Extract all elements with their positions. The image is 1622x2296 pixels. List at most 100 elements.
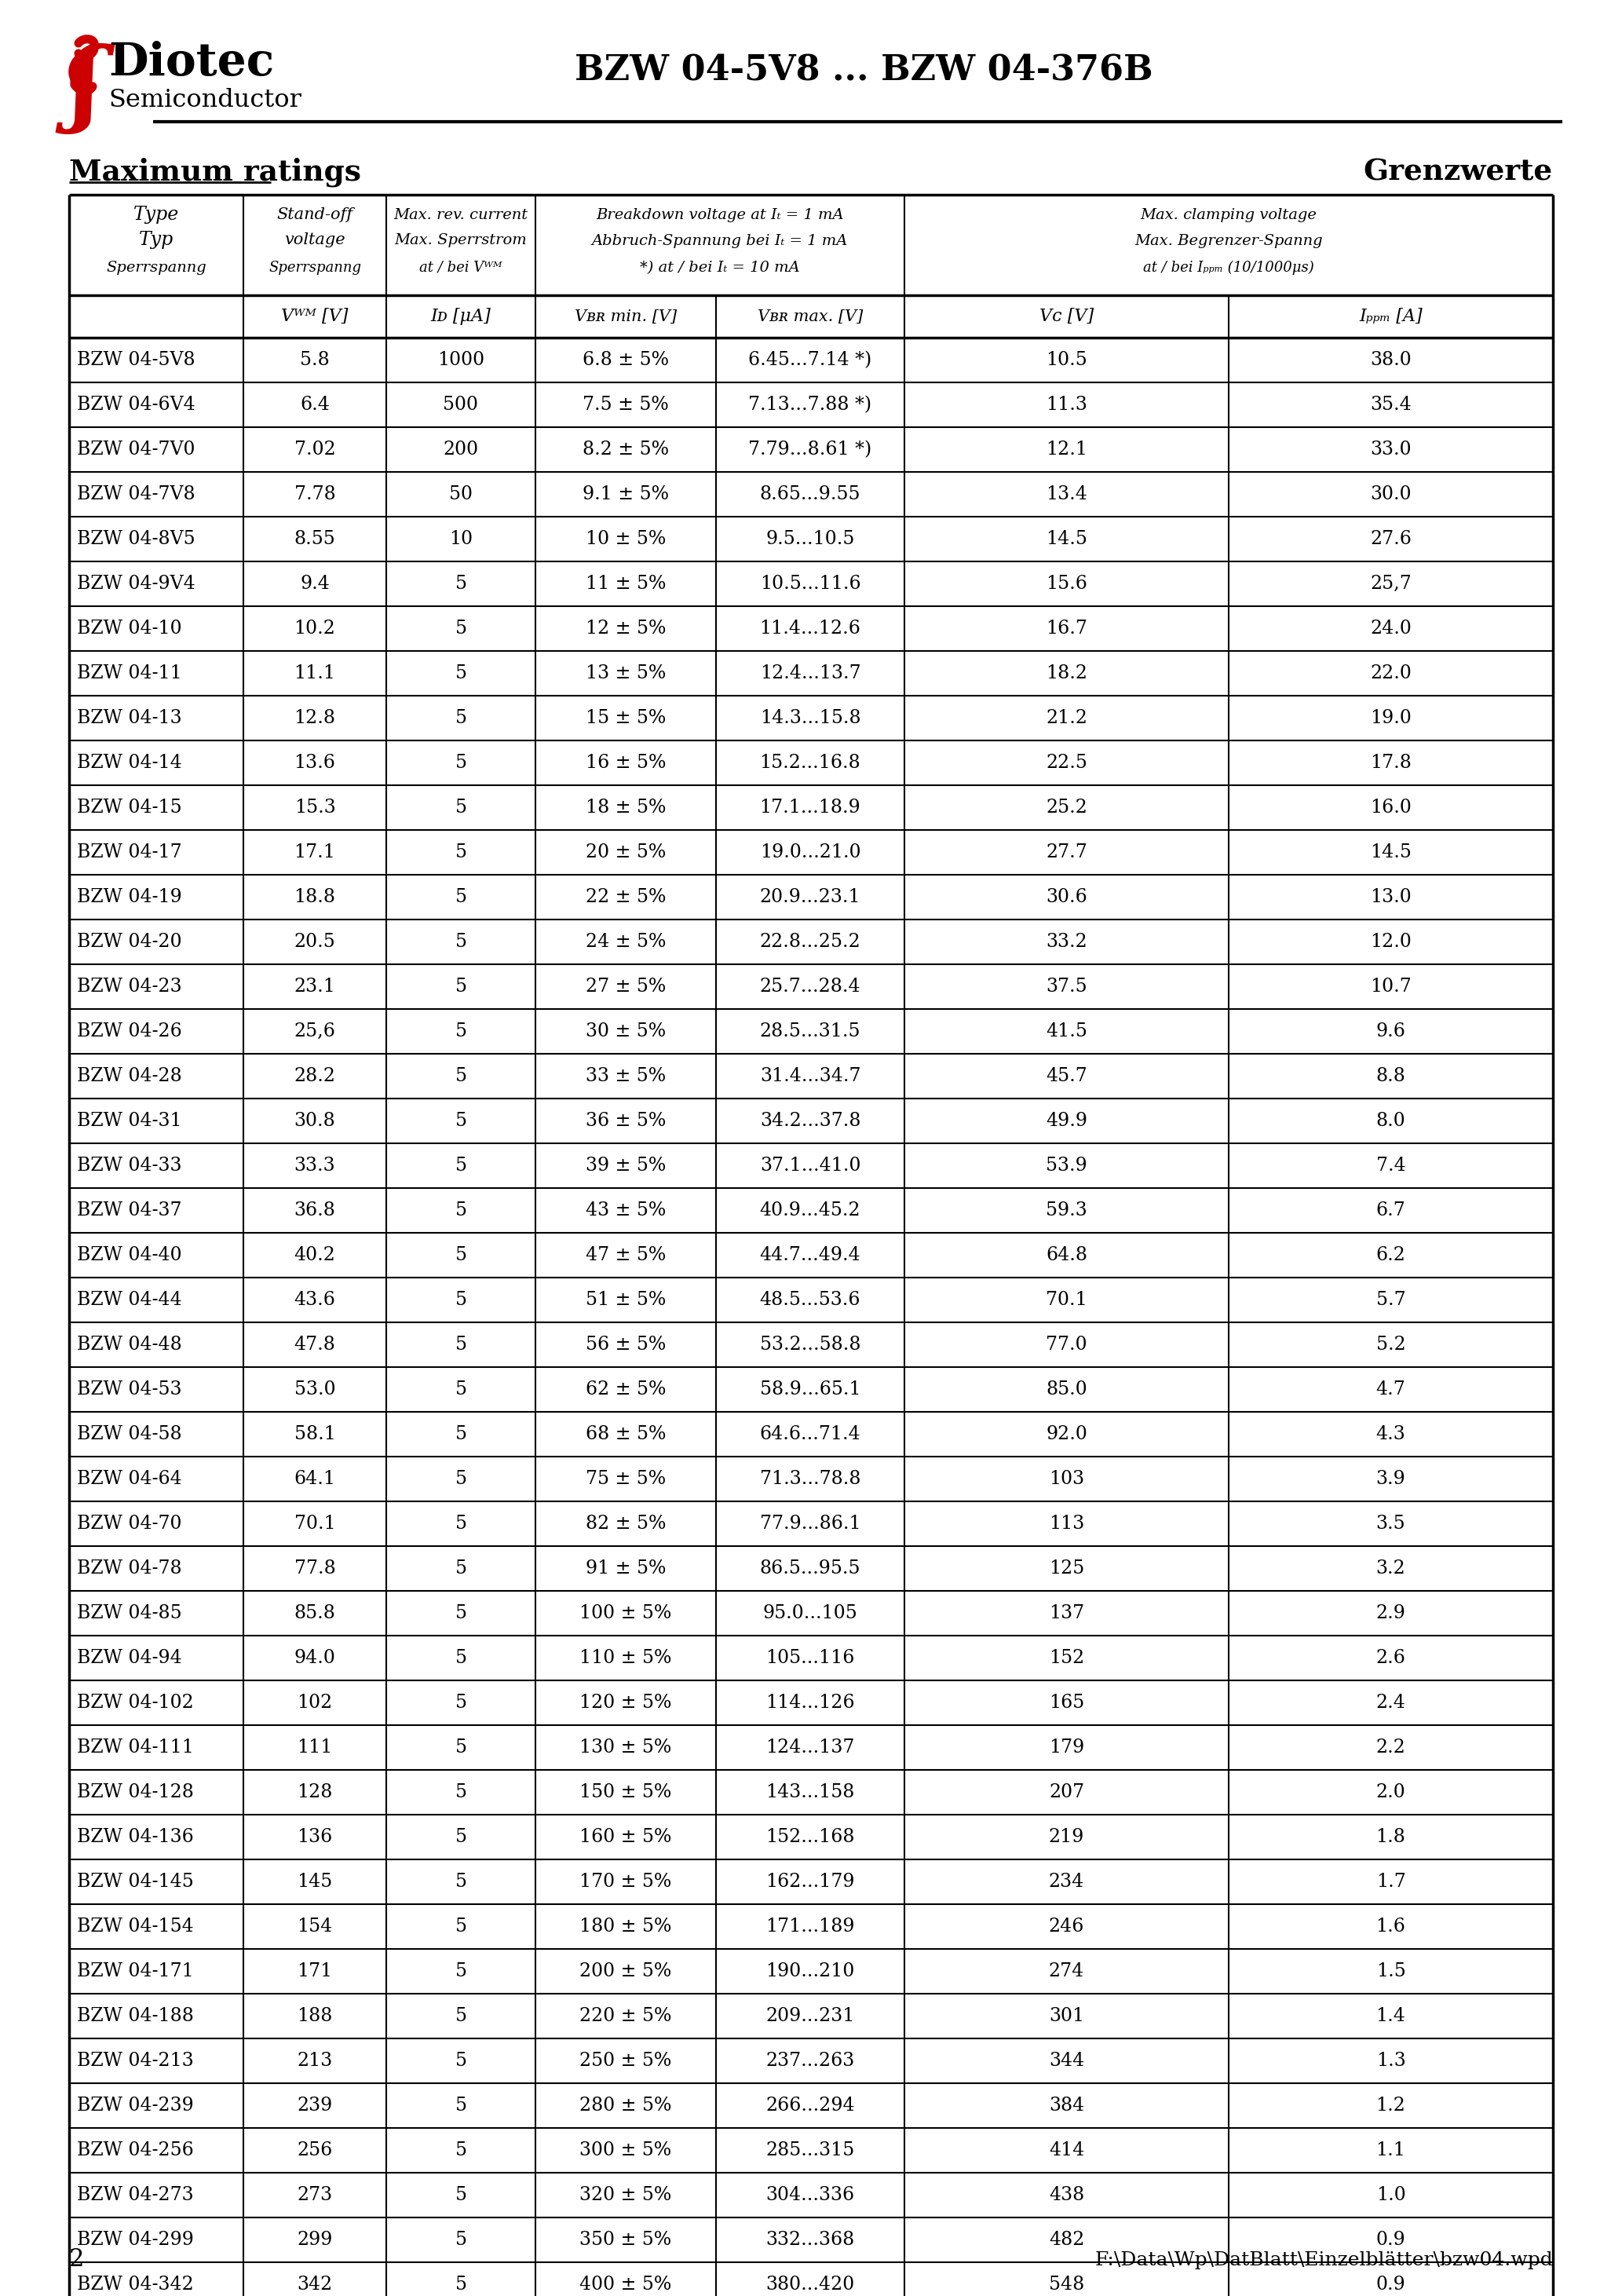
Text: 299: 299 xyxy=(297,2232,333,2248)
Text: F:\Data\Wp\DatBlatt\Einzelblätter\bzw04.wpd: F:\Data\Wp\DatBlatt\Einzelblätter\bzw04.… xyxy=(1095,2250,1552,2268)
Text: 58.1: 58.1 xyxy=(294,1426,336,1444)
Text: 5: 5 xyxy=(454,709,467,728)
Text: 207: 207 xyxy=(1049,1784,1083,1802)
Text: 12.4...13.7: 12.4...13.7 xyxy=(759,664,861,682)
Text: 380...420: 380...420 xyxy=(766,2275,855,2294)
Text: 8.55: 8.55 xyxy=(294,530,336,549)
Text: BZW 04-19: BZW 04-19 xyxy=(76,889,182,907)
Text: BZW 04-48: BZW 04-48 xyxy=(76,1336,182,1355)
Text: 17.1...18.9: 17.1...18.9 xyxy=(759,799,861,817)
Text: 64.6...71.4: 64.6...71.4 xyxy=(759,1426,861,1444)
Text: 5: 5 xyxy=(454,1290,467,1309)
Text: 350 ± 5%: 350 ± 5% xyxy=(579,2232,672,2248)
Text: 145: 145 xyxy=(297,1874,333,1892)
Text: 35.4: 35.4 xyxy=(1371,395,1411,413)
Text: 103: 103 xyxy=(1049,1469,1083,1488)
Text: BZW 04-10: BZW 04-10 xyxy=(76,620,182,638)
Text: 36.8: 36.8 xyxy=(294,1201,336,1219)
Text: 11.3: 11.3 xyxy=(1046,395,1087,413)
Text: 438: 438 xyxy=(1049,2186,1085,2204)
Text: 1000: 1000 xyxy=(438,351,485,370)
Text: 200: 200 xyxy=(443,441,478,459)
Text: BZW 04-70: BZW 04-70 xyxy=(76,1515,182,1534)
Text: 5: 5 xyxy=(454,1649,467,1667)
Text: 5: 5 xyxy=(454,1828,467,1846)
Text: 27 ± 5%: 27 ± 5% xyxy=(586,978,667,996)
Text: 273: 273 xyxy=(297,2186,333,2204)
Text: Maximum ratings: Maximum ratings xyxy=(70,156,362,186)
Text: 111: 111 xyxy=(297,1738,333,1756)
Text: 92.0: 92.0 xyxy=(1046,1426,1087,1444)
Text: 5: 5 xyxy=(454,1022,467,1040)
Text: voltage: voltage xyxy=(284,232,345,248)
Text: 1.5: 1.5 xyxy=(1375,1963,1406,1981)
Text: 344: 344 xyxy=(1049,2053,1085,2071)
Text: 10.7: 10.7 xyxy=(1371,978,1411,996)
Text: 14.5: 14.5 xyxy=(1371,843,1411,861)
Text: 548: 548 xyxy=(1049,2275,1085,2294)
Text: 136: 136 xyxy=(297,1828,333,1846)
Text: 1.3: 1.3 xyxy=(1375,2053,1406,2071)
Text: 16.7: 16.7 xyxy=(1046,620,1087,638)
Text: 1.4: 1.4 xyxy=(1375,2007,1406,2025)
Text: Vᵂᴹ [V]: Vᵂᴹ [V] xyxy=(281,308,349,326)
Text: Stand-off: Stand-off xyxy=(277,207,354,223)
Text: 137: 137 xyxy=(1049,1605,1083,1623)
Text: BZW 04-40: BZW 04-40 xyxy=(76,1247,182,1265)
Text: 5: 5 xyxy=(454,1559,467,1577)
Text: Grenzwerte: Grenzwerte xyxy=(1364,156,1552,186)
Text: 40.2: 40.2 xyxy=(294,1247,336,1265)
Text: 5: 5 xyxy=(454,1469,467,1488)
Text: BZW 04-128: BZW 04-128 xyxy=(76,1784,193,1802)
Text: 70.1: 70.1 xyxy=(294,1515,336,1534)
Text: 2.4: 2.4 xyxy=(1375,1694,1406,1713)
Text: 5: 5 xyxy=(454,799,467,817)
Text: BZW 04-9V4: BZW 04-9V4 xyxy=(76,574,195,592)
Text: 13.6: 13.6 xyxy=(294,753,336,771)
Text: 20.9...23.1: 20.9...23.1 xyxy=(759,889,861,907)
Text: 75 ± 5%: 75 ± 5% xyxy=(586,1469,665,1488)
Text: 160 ± 5%: 160 ± 5% xyxy=(579,1828,672,1846)
Text: 77.0: 77.0 xyxy=(1046,1336,1087,1355)
Text: Iₚₚₘ [A]: Iₚₚₘ [A] xyxy=(1359,308,1422,326)
Text: 31.4...34.7: 31.4...34.7 xyxy=(759,1068,861,1086)
Text: 13.0: 13.0 xyxy=(1371,889,1411,907)
Text: 125: 125 xyxy=(1049,1559,1085,1577)
Text: Abbruch-Spannung bei Iₜ = 1 mA: Abbruch-Spannung bei Iₜ = 1 mA xyxy=(592,234,848,248)
Text: 70.1: 70.1 xyxy=(1046,1290,1087,1309)
Text: 4.7: 4.7 xyxy=(1375,1380,1406,1398)
Text: 21.2: 21.2 xyxy=(1046,709,1087,728)
Text: 14.3...15.8: 14.3...15.8 xyxy=(759,709,861,728)
Text: 13 ± 5%: 13 ± 5% xyxy=(586,664,667,682)
Text: 9.1 ± 5%: 9.1 ± 5% xyxy=(582,484,668,503)
Text: 5: 5 xyxy=(454,1515,467,1534)
Text: 246: 246 xyxy=(1049,1917,1085,1936)
Text: BZW 04-31: BZW 04-31 xyxy=(76,1111,182,1130)
Text: 320 ± 5%: 320 ± 5% xyxy=(579,2186,672,2204)
Text: 16.0: 16.0 xyxy=(1371,799,1411,817)
Text: 180 ± 5%: 180 ± 5% xyxy=(579,1917,672,1936)
Text: 14.5: 14.5 xyxy=(1046,530,1087,549)
Text: 85.8: 85.8 xyxy=(294,1605,336,1623)
Text: 5: 5 xyxy=(454,574,467,592)
Text: 30.0: 30.0 xyxy=(1371,484,1411,503)
Text: 45.7: 45.7 xyxy=(1046,1068,1087,1086)
Text: BZW 04-7V8: BZW 04-7V8 xyxy=(76,484,195,503)
Text: Vʙʀ min. [V]: Vʙʀ min. [V] xyxy=(574,310,676,324)
Text: 5: 5 xyxy=(454,1963,467,1981)
Text: 25.7...28.4: 25.7...28.4 xyxy=(759,978,861,996)
Text: 5: 5 xyxy=(454,843,467,861)
Text: BZW 04-15: BZW 04-15 xyxy=(76,799,182,817)
Text: BZW 04-13: BZW 04-13 xyxy=(76,709,182,728)
Text: 5: 5 xyxy=(454,1201,467,1219)
Text: 50: 50 xyxy=(449,484,472,503)
Text: 10.5: 10.5 xyxy=(1046,351,1087,370)
Text: 2.2: 2.2 xyxy=(1375,1738,1406,1756)
Text: 280 ± 5%: 280 ± 5% xyxy=(579,2096,672,2115)
Text: BZW 04-8V5: BZW 04-8V5 xyxy=(76,530,195,549)
Text: 15.6: 15.6 xyxy=(1046,574,1087,592)
Text: 15 ± 5%: 15 ± 5% xyxy=(586,709,667,728)
Text: 16 ± 5%: 16 ± 5% xyxy=(586,753,667,771)
Text: 0.9: 0.9 xyxy=(1375,2275,1406,2294)
Text: 304...336: 304...336 xyxy=(766,2186,855,2204)
